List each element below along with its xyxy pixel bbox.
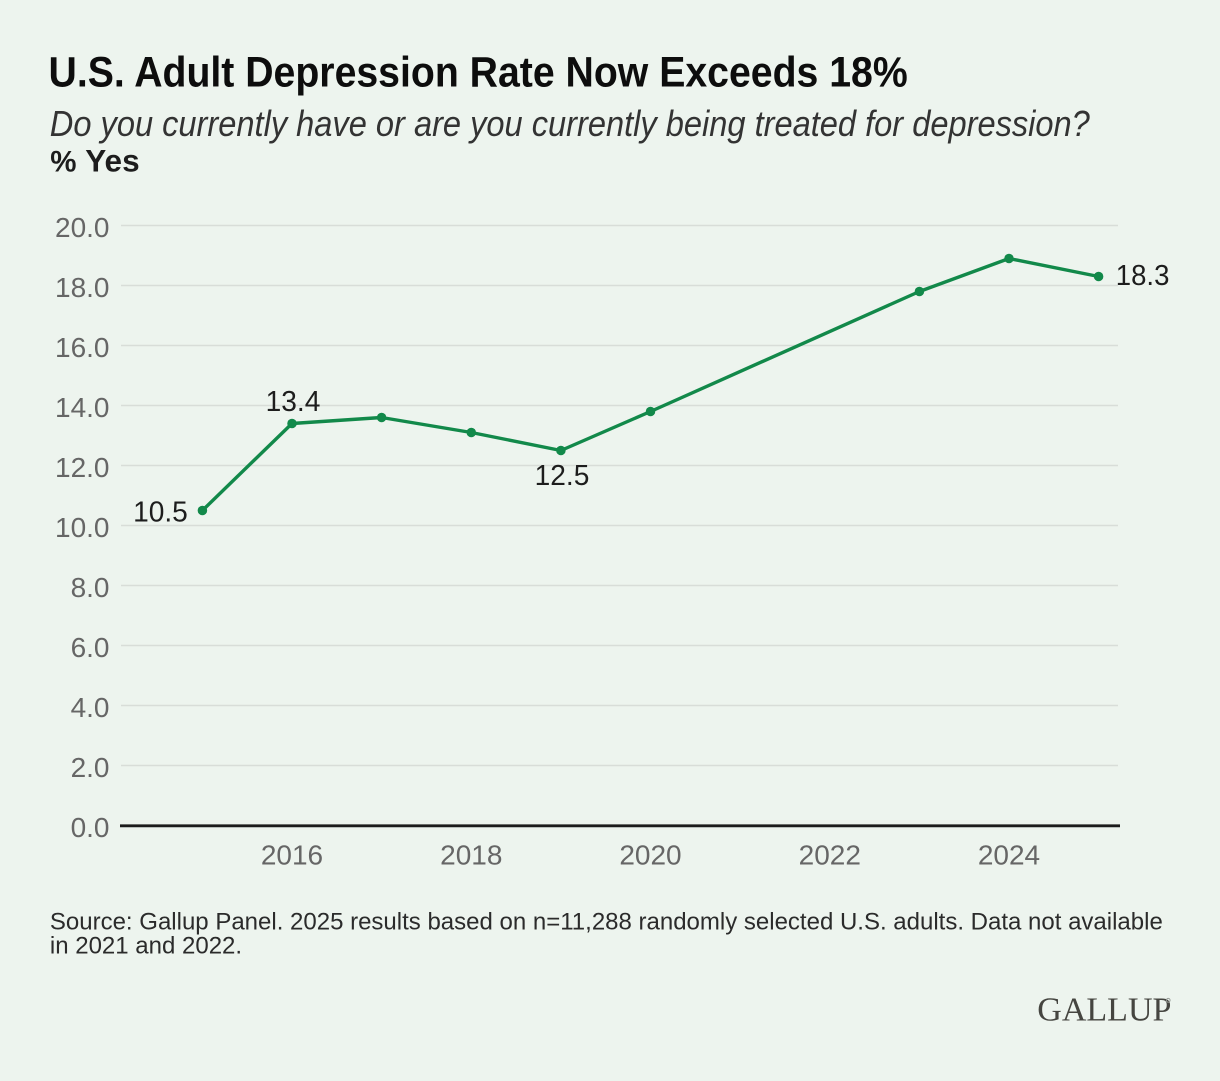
svg-text:18.3: 18.3 [1116, 258, 1170, 291]
svg-text:18.0: 18.0 [55, 272, 110, 303]
svg-text:10.0: 10.0 [55, 512, 110, 543]
svg-text:8.0: 8.0 [71, 572, 110, 603]
svg-text:in 2021 and 2022.: in 2021 and 2022. [50, 933, 242, 960]
svg-text:Do you currently have or are y: Do you currently have or are you current… [50, 105, 1090, 145]
svg-text:2020: 2020 [619, 839, 681, 870]
svg-text:10.5: 10.5 [133, 496, 188, 528]
svg-text:16.0: 16.0 [55, 332, 110, 363]
svg-text:13.4: 13.4 [266, 386, 321, 418]
svg-text:Source: Gallup Panel. 2025 res: Source: Gallup Panel. 2025 results based… [50, 908, 1163, 935]
svg-text:2018: 2018 [440, 839, 502, 870]
svg-text:2016: 2016 [261, 839, 323, 870]
svg-text:2024: 2024 [978, 839, 1040, 870]
svg-text:2022: 2022 [799, 839, 861, 870]
svg-text:12.0: 12.0 [55, 452, 110, 483]
svg-text:0.0: 0.0 [71, 812, 110, 843]
svg-text:GALLUP: GALLUP [1037, 992, 1171, 1029]
svg-text:20.0: 20.0 [55, 212, 110, 243]
svg-text:U.S. Adult Depression Rate Now: U.S. Adult Depression Rate Now Exceeds 1… [49, 48, 908, 96]
svg-text:4.0: 4.0 [71, 692, 110, 723]
svg-text:2.0: 2.0 [71, 752, 110, 783]
svg-text:% Yes: % Yes [50, 143, 139, 179]
svg-text:12.5: 12.5 [535, 460, 590, 492]
svg-text:14.0: 14.0 [55, 392, 110, 423]
svg-text:6.0: 6.0 [71, 632, 110, 663]
